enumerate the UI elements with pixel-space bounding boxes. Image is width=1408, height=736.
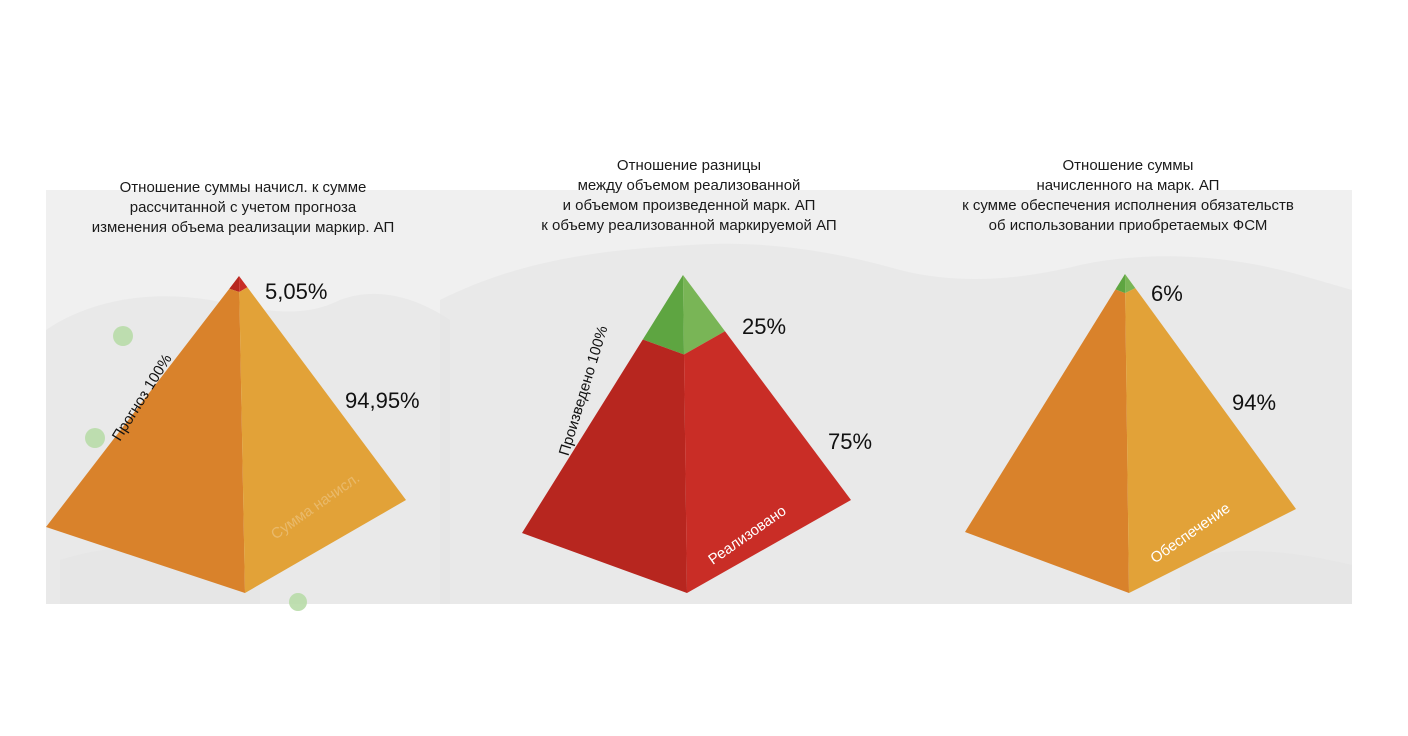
segment-percent-label: 75% [828, 429, 872, 454]
chart-title-line: Отношение суммы начисл. к сумме [120, 179, 367, 196]
pyramid-segment-left-face [229, 276, 240, 292]
segment-percent-label: 5,05% [265, 279, 327, 304]
segment-percent-label: 25% [742, 314, 786, 339]
pyramid-segment-right-face [683, 275, 725, 355]
chart-title: Отношение суммы начисленного на марк. АП к… [962, 157, 1294, 234]
pyramid-segment-right-face [684, 331, 851, 593]
segment-percent-label: 94% [1232, 390, 1276, 415]
chart-title-line: к сумме обеспечения исполнения обязатель… [962, 197, 1294, 214]
pyramid-segment-right-face [239, 276, 248, 292]
chart-title-line: рассчитанной с учетом прогноза [130, 199, 357, 216]
charts-layer: Отношение суммы начисл. к сумме рассчитан… [46, 157, 1296, 593]
pyramid-chart-3: Отношение суммы начисленного на марк. АП к… [962, 157, 1296, 593]
chart-title-line: Отношение суммы [1063, 157, 1194, 174]
pyramid-chart-1: Отношение суммы начисл. к сумме рассчитан… [46, 179, 420, 593]
chart-title-line: и объемом произведенной марк. АП [563, 197, 816, 214]
pyramid-segment-right-face [1125, 288, 1296, 593]
map-marker-dot [289, 593, 307, 611]
pyramid-segment-left-face [1115, 274, 1126, 294]
pyramid-chart-2: Отношение разницы между объемом реализова… [522, 157, 872, 593]
pyramid-segment [642, 275, 725, 355]
pyramid-segment [965, 288, 1296, 593]
chart-title-line: к объему реализованной маркируемой АП [541, 217, 836, 234]
chart-title-line: начисленного на марк. АП [1037, 177, 1220, 194]
chart-title-line: Отношение разницы [617, 157, 761, 174]
pyramid-segment [46, 287, 406, 593]
map-landmass [1180, 550, 1352, 604]
pyramid-segment [1115, 274, 1136, 294]
chart-title-line: об использовании приобретаемых ФСМ [989, 217, 1268, 234]
pyramid-segment-left-face [522, 339, 687, 593]
pyramid-segment-right-face [239, 287, 406, 593]
map-marker-dot [85, 428, 105, 448]
pyramid-segment-left-face [642, 275, 684, 355]
chart-title: Отношение разницы между объемом реализова… [541, 157, 836, 234]
segment-percent-label: 6% [1151, 281, 1183, 306]
segment-percent-label: 94,95% [345, 388, 420, 413]
pyramid-segment [522, 331, 851, 593]
pyramid-segment-left-face [965, 289, 1129, 593]
map-marker-dot [113, 326, 133, 346]
pyramid-segment-left-face [46, 288, 245, 593]
chart-title: Отношение суммы начисл. к сумме рассчитан… [92, 179, 395, 236]
chart-title-line: между объемом реализованной [578, 177, 801, 194]
pyramid-segment [229, 276, 248, 292]
chart-title-line: изменения объема реализации маркир. АП [92, 219, 395, 236]
pyramid-segment-right-face [1125, 274, 1136, 294]
